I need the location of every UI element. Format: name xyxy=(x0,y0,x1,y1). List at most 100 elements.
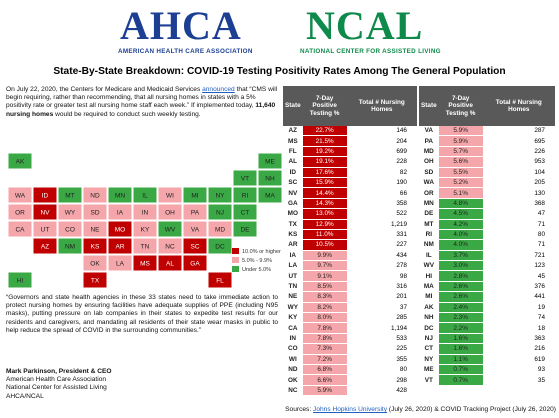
cell: 376 xyxy=(482,281,555,293)
state-tile xyxy=(32,186,58,204)
legend-swatch xyxy=(232,257,239,263)
cell: NM xyxy=(419,239,439,251)
cell: 80 xyxy=(346,364,417,376)
state-label: KY xyxy=(141,227,150,234)
state-tile xyxy=(32,237,58,255)
title: State-By-State Breakdown: COVID-19 Testi… xyxy=(53,66,506,77)
cell: 5.9% xyxy=(302,385,347,397)
state-tile xyxy=(157,237,183,255)
state-row: KY 8.0% 285 xyxy=(283,312,417,324)
state-label: PA xyxy=(191,210,200,217)
cell: 1.6% xyxy=(438,333,483,345)
cell: VT xyxy=(419,374,439,386)
cell: 4.5% xyxy=(438,208,483,220)
state-tile xyxy=(82,186,108,204)
state-tile xyxy=(182,237,208,255)
state-row: KS 11.0% 331 xyxy=(283,229,417,241)
state-label: WI xyxy=(166,193,174,200)
cell: 5.1% xyxy=(438,187,483,199)
state-label: NH xyxy=(265,176,275,183)
state-label: NM xyxy=(65,244,75,251)
cell: 4.0% xyxy=(438,239,483,251)
state-row: MI 2.6% 441 xyxy=(419,291,555,303)
cell: 18 xyxy=(482,322,555,334)
state-label: MT xyxy=(65,193,74,200)
state-row: OH 5.6% 953 xyxy=(419,156,555,168)
cell: 93 xyxy=(482,364,555,376)
cell: 12.9% xyxy=(302,219,347,230)
state-label: HI xyxy=(17,278,24,285)
cell: CA xyxy=(283,322,303,334)
state-label: DE xyxy=(240,227,250,234)
cell: 619 xyxy=(482,354,555,366)
state-label: UT xyxy=(41,227,50,234)
state-label: GA xyxy=(190,261,200,268)
state-row: DC 2.2% 18 xyxy=(419,322,555,334)
state-label: AK xyxy=(16,159,25,166)
text: (July 26, 2020) & COVID Tracking Project… xyxy=(387,406,556,413)
link[interactable]: announced xyxy=(202,86,235,93)
cell: 74 xyxy=(482,312,555,324)
state-tile xyxy=(232,186,258,204)
cell: 14.3% xyxy=(302,198,347,210)
state-label: MA xyxy=(265,193,275,200)
state-label: NY xyxy=(215,193,225,200)
cell: 37 xyxy=(346,302,417,314)
state-row: WV 3.0% 123 xyxy=(419,260,555,272)
cell: 130 xyxy=(482,187,555,199)
cell: AR xyxy=(283,239,303,251)
state-tile xyxy=(132,186,158,204)
cell: 226 xyxy=(482,146,555,158)
cell: 205 xyxy=(482,177,555,189)
state-label: AL xyxy=(166,261,174,268)
state-row: WI 7.2% 355 xyxy=(283,354,417,366)
state-tile xyxy=(57,220,83,238)
cell: 123 xyxy=(482,260,555,272)
cell: MI xyxy=(419,291,439,303)
state-row: MN 4.8% 368 xyxy=(419,198,555,210)
state-tile xyxy=(157,186,183,204)
state-row: AK 2.4% 19 xyxy=(419,302,555,314)
state-tile xyxy=(132,220,158,238)
cell: 146 xyxy=(346,126,417,137)
state-tile xyxy=(7,203,33,221)
state-tile xyxy=(7,186,33,204)
link[interactable]: Johns Hopkins University xyxy=(313,406,388,413)
state-row: ME 0.7% 93 xyxy=(419,364,555,376)
cell: 82 xyxy=(346,167,417,178)
cell: 363 xyxy=(482,333,555,345)
state-row: TX 12.9% 1,219 xyxy=(283,219,417,230)
state-label: AR xyxy=(115,244,124,251)
cell: MA xyxy=(419,281,439,293)
cell: 71 xyxy=(482,219,555,230)
cell: 7.8% xyxy=(302,333,347,345)
cell: 98 xyxy=(346,270,417,282)
cell: NE xyxy=(283,291,303,303)
cell: 17.6% xyxy=(302,167,347,178)
state-label: IA xyxy=(117,210,124,217)
state-tile xyxy=(7,271,33,289)
state-row: ID 17.6% 82 xyxy=(283,167,417,178)
text: On July 22, 2020, the Centers for Medica… xyxy=(6,86,203,93)
cell: 522 xyxy=(346,208,417,220)
state-tile xyxy=(182,254,208,272)
state-tile xyxy=(182,203,208,221)
cell: 699 xyxy=(346,146,417,158)
bold-text: 11,640 nursing homes xyxy=(6,102,276,118)
state-tile xyxy=(232,203,258,221)
cell: IL xyxy=(419,250,439,262)
state-row: WA 5.2% 205 xyxy=(419,177,555,189)
cell: 355 xyxy=(346,354,417,366)
state-row: VA 5.9% 287 xyxy=(419,126,555,137)
column-header: 7-Day Positive Testing % xyxy=(438,86,483,126)
cell: WI xyxy=(283,354,303,366)
state-row: NV 14.4% 66 xyxy=(283,187,417,199)
text: would be required to conduct such weekly… xyxy=(53,110,201,118)
state-tile xyxy=(82,237,108,255)
cell: 5.5% xyxy=(438,167,483,178)
cell: OR xyxy=(419,187,439,199)
cell: 35 xyxy=(482,374,555,386)
state-row: NM 4.0% 71 xyxy=(419,239,555,251)
state-row: AZ 22.7% 146 xyxy=(283,126,417,137)
cell: WY xyxy=(283,302,303,314)
